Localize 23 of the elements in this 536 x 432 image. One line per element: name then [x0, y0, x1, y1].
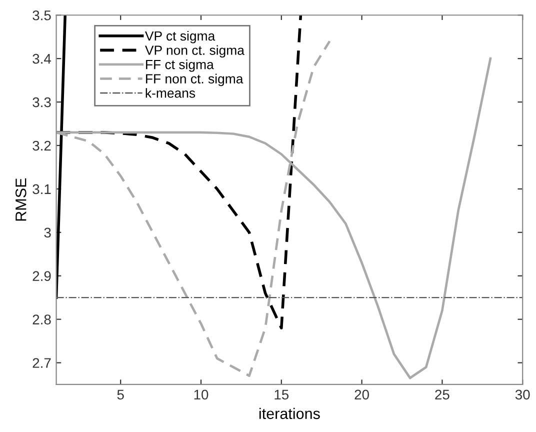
y-axis-title: RMSE: [15, 178, 26, 221]
y-tick-label: 2.9: [32, 271, 51, 282]
y-tick-label: 2.8: [32, 314, 51, 324]
y-tick-label: 3: [44, 228, 51, 238]
legend-label: VP non ct. sigma: [145, 45, 244, 58]
legend-label: FF ct sigma: [146, 60, 214, 72]
line-series: [56, 15, 302, 330]
y-tick-label: 2.7: [32, 358, 51, 368]
x-tick-label: 30: [515, 390, 530, 400]
x-tick-label: 5: [117, 390, 124, 400]
x-tick-label: 15: [274, 390, 289, 400]
legend-label: FF non ct. sigma: [146, 74, 244, 86]
y-tick-label: 3.4: [32, 54, 52, 64]
y-tick-label: 3.3: [32, 97, 51, 108]
y-tick-label: 3.2: [32, 140, 51, 151]
y-tick-label: 3.5: [32, 10, 51, 20]
x-tick-label: 20: [354, 390, 369, 400]
legend-label: VP ct sigma: [145, 30, 216, 44]
y-tick-label: 3.1: [32, 184, 51, 194]
legend-label: k-means: [146, 88, 196, 98]
x-tick-label: 25: [435, 390, 450, 400]
x-tick-label: 10: [194, 390, 208, 400]
x-axis-title: iterations: [259, 408, 320, 420]
